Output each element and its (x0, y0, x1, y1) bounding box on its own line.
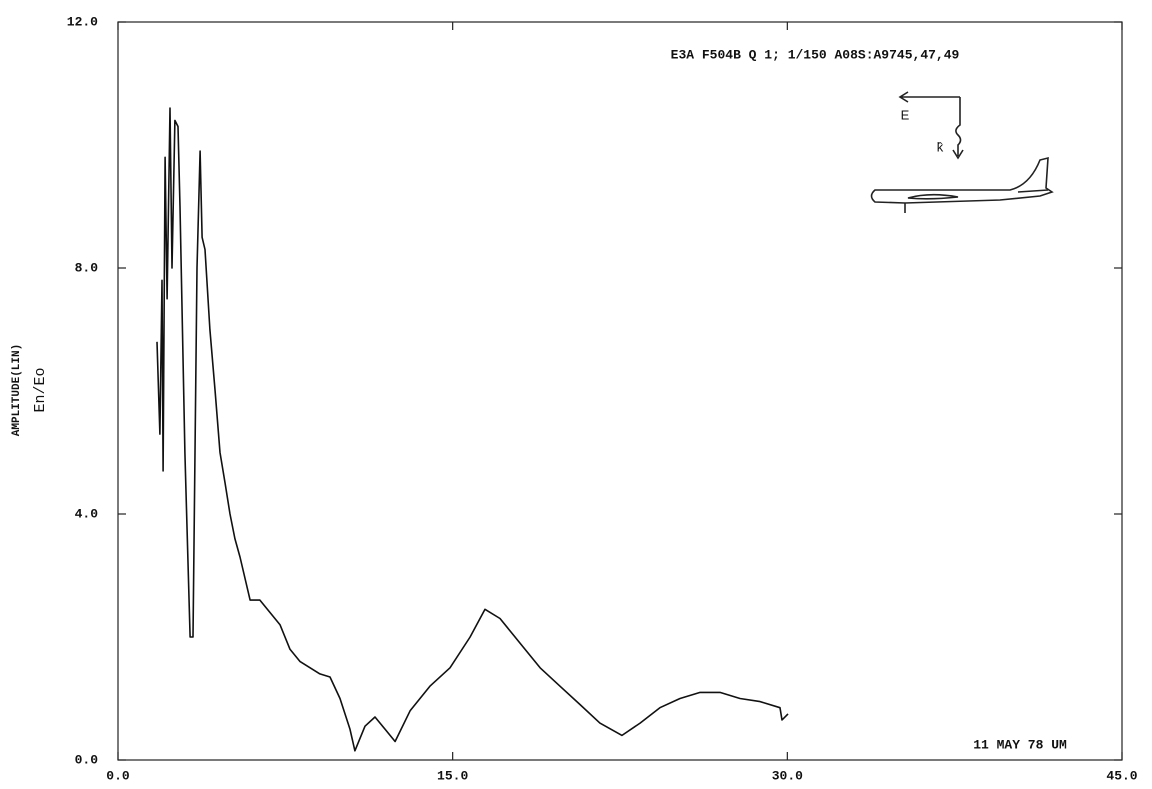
x-tick-label: 15.0 (437, 768, 468, 783)
x-tick-label: 30.0 (772, 768, 803, 783)
x-tick-label: 45.0 (1106, 768, 1137, 783)
y-axis-label-2: En/Eo (32, 367, 49, 412)
x-tick-label: 0.0 (106, 768, 130, 783)
aircraft-diagram: E k̂ (870, 91, 1054, 213)
annotation: 11 MAY 78 UM (973, 737, 1067, 752)
y-axis-label: AMPLITUDE(LIN) (11, 344, 23, 436)
y-tick-label: 8.0 (75, 260, 99, 275)
chart-title: E3A F504B Q 1; 1/150 A08S:A9745,47,49 (671, 47, 960, 62)
plot-frame (117, 21, 1123, 761)
diagram-label: k̂ (937, 139, 944, 154)
y-tick-label: 4.0 (75, 506, 99, 521)
y-tick-label: 12.0 (67, 14, 98, 29)
data-line (156, 107, 789, 752)
y-tick-label: 0.0 (75, 752, 99, 767)
diagram-label: E (901, 107, 910, 122)
